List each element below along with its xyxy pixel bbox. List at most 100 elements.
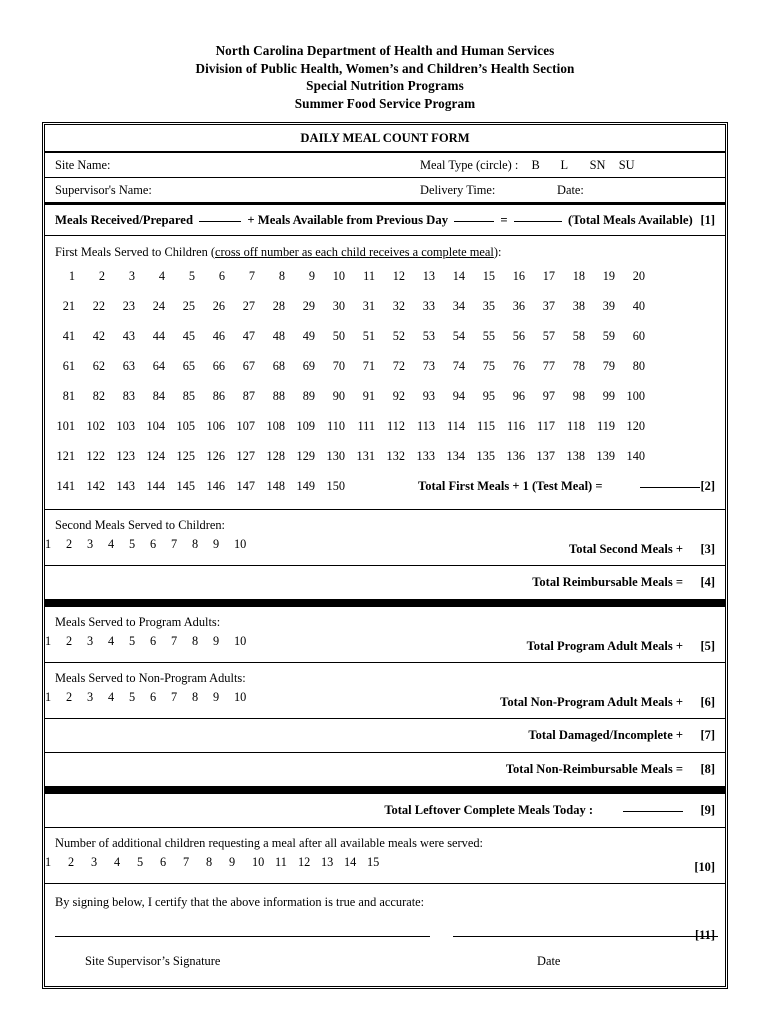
meal-number-20[interactable]: 20 bbox=[632, 269, 645, 284]
meal-number-1[interactable]: 1 bbox=[68, 269, 75, 284]
meal-number-144[interactable]: 144 bbox=[146, 479, 165, 494]
meal-number-148[interactable]: 148 bbox=[266, 479, 285, 494]
meal-number-121[interactable]: 121 bbox=[56, 449, 75, 464]
meal-number-68[interactable]: 68 bbox=[272, 359, 285, 374]
first-meals-number-grid[interactable]: 1 2 3 4 5 6 7 8 9 10 11 12 13 14 15 16 17 18 19 20 21 22 23 24 2… bbox=[45, 263, 725, 503]
count-number-9[interactable]: 9 bbox=[213, 537, 220, 552]
meal-number-13[interactable]: 13 bbox=[422, 269, 435, 284]
meal-number-6[interactable]: 6 bbox=[218, 269, 225, 284]
meal-number-118[interactable]: 118 bbox=[567, 419, 585, 434]
meal-number-5[interactable]: 5 bbox=[188, 269, 195, 284]
count-number-6[interactable]: 6 bbox=[150, 537, 157, 552]
meal-number-3[interactable]: 3 bbox=[128, 269, 135, 284]
meal-number-43[interactable]: 43 bbox=[122, 329, 135, 344]
meal-number-21[interactable]: 21 bbox=[62, 299, 75, 314]
meal-number-131[interactable]: 131 bbox=[356, 449, 375, 464]
meal-number-2[interactable]: 2 bbox=[98, 269, 105, 284]
meal-number-22[interactable]: 22 bbox=[92, 299, 105, 314]
meal-number-105[interactable]: 105 bbox=[176, 419, 195, 434]
count-number-14[interactable]: 14 bbox=[344, 855, 357, 870]
meal-number-91[interactable]: 91 bbox=[362, 389, 375, 404]
meal-number-31[interactable]: 31 bbox=[362, 299, 375, 314]
count-number-1[interactable]: 1 bbox=[45, 690, 52, 705]
meal-number-96[interactable]: 96 bbox=[512, 389, 525, 404]
program-adults-number-list[interactable]: 1 2 3 4 5 6 7 8 9 10 bbox=[45, 634, 725, 654]
meal-number-45[interactable]: 45 bbox=[182, 329, 195, 344]
count-number-5[interactable]: 5 bbox=[137, 855, 144, 870]
meal-number-28[interactable]: 28 bbox=[272, 299, 285, 314]
meal-number-92[interactable]: 92 bbox=[392, 389, 405, 404]
meal-number-50[interactable]: 50 bbox=[332, 329, 345, 344]
meal-number-34[interactable]: 34 bbox=[452, 299, 465, 314]
count-number-3[interactable]: 3 bbox=[87, 537, 94, 552]
meal-number-71[interactable]: 71 bbox=[362, 359, 375, 374]
meal-number-52[interactable]: 52 bbox=[392, 329, 405, 344]
meal-number-16[interactable]: 16 bbox=[512, 269, 525, 284]
count-number-8[interactable]: 8 bbox=[206, 855, 213, 870]
meals-received-input[interactable] bbox=[199, 221, 242, 223]
meal-number-113[interactable]: 113 bbox=[417, 419, 435, 434]
count-number-1[interactable]: 1 bbox=[45, 537, 52, 552]
meal-number-140[interactable]: 140 bbox=[626, 449, 645, 464]
meal-number-59[interactable]: 59 bbox=[602, 329, 615, 344]
count-number-8[interactable]: 8 bbox=[192, 537, 199, 552]
meal-number-17[interactable]: 17 bbox=[542, 269, 555, 284]
meal-number-111[interactable]: 111 bbox=[357, 419, 375, 434]
meal-number-147[interactable]: 147 bbox=[236, 479, 255, 494]
count-number-12[interactable]: 12 bbox=[298, 855, 311, 870]
meal-number-107[interactable]: 107 bbox=[236, 419, 255, 434]
meal-number-60[interactable]: 60 bbox=[632, 329, 645, 344]
meal-number-72[interactable]: 72 bbox=[392, 359, 405, 374]
meal-number-135[interactable]: 135 bbox=[476, 449, 495, 464]
meal-number-143[interactable]: 143 bbox=[116, 479, 135, 494]
meal-number-10[interactable]: 10 bbox=[332, 269, 345, 284]
meal-number-94[interactable]: 94 bbox=[452, 389, 465, 404]
meal-number-26[interactable]: 26 bbox=[212, 299, 225, 314]
meal-number-55[interactable]: 55 bbox=[482, 329, 495, 344]
meal-number-145[interactable]: 145 bbox=[176, 479, 195, 494]
meal-number-81[interactable]: 81 bbox=[62, 389, 75, 404]
meal-number-64[interactable]: 64 bbox=[152, 359, 165, 374]
count-number-7[interactable]: 7 bbox=[183, 855, 190, 870]
non-program-adults-number-list[interactable]: 1 2 3 4 5 6 7 8 9 10 bbox=[45, 690, 725, 710]
meal-number-95[interactable]: 95 bbox=[482, 389, 495, 404]
meal-number-42[interactable]: 42 bbox=[92, 329, 105, 344]
meal-number-15[interactable]: 15 bbox=[482, 269, 495, 284]
meal-number-24[interactable]: 24 bbox=[152, 299, 165, 314]
count-number-7[interactable]: 7 bbox=[171, 634, 178, 649]
meal-number-8[interactable]: 8 bbox=[278, 269, 285, 284]
meal-number-89[interactable]: 89 bbox=[302, 389, 315, 404]
meal-number-138[interactable]: 138 bbox=[566, 449, 585, 464]
meal-number-122[interactable]: 122 bbox=[86, 449, 105, 464]
count-number-10[interactable]: 10 bbox=[234, 690, 247, 705]
meal-number-67[interactable]: 67 bbox=[242, 359, 255, 374]
meal-number-104[interactable]: 104 bbox=[146, 419, 165, 434]
meal-number-56[interactable]: 56 bbox=[512, 329, 525, 344]
meal-number-49[interactable]: 49 bbox=[302, 329, 315, 344]
meal-number-69[interactable]: 69 bbox=[302, 359, 315, 374]
count-number-6[interactable]: 6 bbox=[150, 690, 157, 705]
meal-number-44[interactable]: 44 bbox=[152, 329, 165, 344]
count-number-2[interactable]: 2 bbox=[68, 855, 75, 870]
meal-number-129[interactable]: 129 bbox=[296, 449, 315, 464]
meal-number-119[interactable]: 119 bbox=[597, 419, 615, 434]
count-number-1[interactable]: 1 bbox=[45, 634, 52, 649]
meal-number-108[interactable]: 108 bbox=[266, 419, 285, 434]
count-number-3[interactable]: 3 bbox=[91, 855, 98, 870]
meal-number-112[interactable]: 112 bbox=[387, 419, 405, 434]
count-number-2[interactable]: 2 bbox=[66, 537, 73, 552]
meal-number-123[interactable]: 123 bbox=[116, 449, 135, 464]
meal-number-106[interactable]: 106 bbox=[206, 419, 225, 434]
count-number-7[interactable]: 7 bbox=[171, 537, 178, 552]
meal-number-33[interactable]: 33 bbox=[422, 299, 435, 314]
meal-number-137[interactable]: 137 bbox=[536, 449, 555, 464]
meal-number-7[interactable]: 7 bbox=[248, 269, 255, 284]
second-meals-number-list[interactable]: 1 2 3 4 5 6 7 8 9 10 bbox=[45, 537, 725, 557]
meal-number-76[interactable]: 76 bbox=[512, 359, 525, 374]
meal-number-134[interactable]: 134 bbox=[446, 449, 465, 464]
leftover-meals-input[interactable] bbox=[623, 811, 683, 813]
meal-number-98[interactable]: 98 bbox=[572, 389, 585, 404]
meal-number-48[interactable]: 48 bbox=[272, 329, 285, 344]
meal-number-115[interactable]: 115 bbox=[477, 419, 495, 434]
meal-number-128[interactable]: 128 bbox=[266, 449, 285, 464]
